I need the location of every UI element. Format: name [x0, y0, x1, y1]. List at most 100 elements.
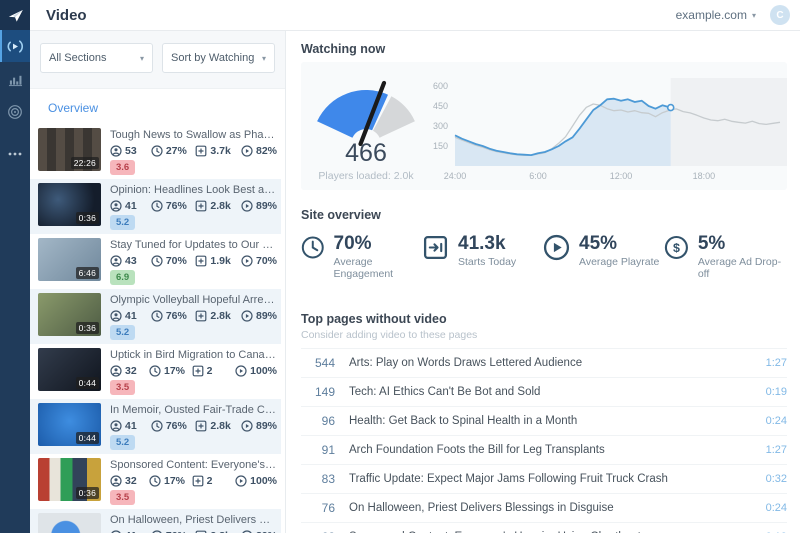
metric-average-engagement: 70% Average Engagement: [301, 234, 422, 280]
site-picker[interactable]: example.com ▾: [676, 8, 756, 22]
stat-concurrents: 43: [110, 255, 151, 267]
page-avg-time: 1:27: [765, 444, 787, 456]
metric-starts-today: 41.3k Starts Today: [422, 234, 543, 280]
video-thumbnail: 0:36: [38, 293, 101, 336]
video-list-item[interactable]: 22:26 Tough News to Swallow as Pharmaceu…: [30, 124, 281, 179]
overview-link[interactable]: Overview: [48, 101, 99, 115]
sections-dropdown[interactable]: All Sections ▾: [40, 43, 153, 73]
sidebar-item-video[interactable]: [0, 30, 30, 62]
video-title: Tough News to Swallow as Pharmaceu...: [110, 129, 277, 141]
avg-minutes-badge: 5.2: [110, 435, 136, 450]
play-circle-icon: [235, 365, 247, 377]
video-title: Uptick in Bird Migration to Canary Isla.…: [110, 349, 277, 361]
top-page-row[interactable]: 96 Health: Get Back to Spinal Health in …: [301, 406, 787, 435]
video-list-item[interactable]: 0:44 Uptick in Bird Migration to Canary …: [30, 344, 281, 399]
video-duration: 0:36: [75, 212, 99, 224]
video-duration: 0:36: [75, 487, 99, 499]
chartbeat-logo[interactable]: [0, 0, 30, 30]
video-list-item[interactable]: 0:36 Opinion: Headlines Look Best at the…: [30, 179, 281, 234]
top-pages-table: 544 Arts: Play on Words Draws Lettered A…: [301, 348, 787, 533]
top-page-row[interactable]: 83 Traffic Update: Expect Major Jams Fol…: [301, 464, 787, 493]
sidebar-item-analytics[interactable]: [0, 64, 30, 96]
top-pages-subtitle: Consider adding video to these pages: [301, 329, 478, 341]
sort-dropdown[interactable]: Sort by Watching ▾: [162, 43, 275, 73]
plus-box-icon: [196, 200, 207, 212]
svg-text:18:00: 18:00: [693, 171, 716, 181]
person-icon: [110, 420, 122, 432]
page-visitors: 149: [314, 385, 335, 399]
watching-now-chart[interactable]: 150 300 450 600 24:00 6:00 12:00 18:00: [431, 62, 787, 190]
metric-average-playrate: 45% Average Playrate: [543, 234, 664, 280]
top-page-row[interactable]: 76 On Halloween, Priest Delivers Blessin…: [301, 493, 787, 522]
stat-starts: 1.9k: [195, 255, 241, 267]
person-icon: [110, 200, 122, 212]
top-pages-section: Top pages without video Consider adding …: [301, 312, 800, 533]
play-circle-icon: [241, 420, 253, 432]
stat-playrate: 100%: [235, 365, 277, 377]
sections-dropdown-value: All Sections: [49, 52, 107, 64]
video-title: Stay Tuned for Updates to Our Conce...: [110, 239, 277, 251]
svg-text:300: 300: [433, 121, 448, 131]
target-icon: [8, 105, 22, 119]
stat-playrate: 82%: [241, 145, 277, 157]
metric-value: 41.3k: [458, 233, 506, 254]
metric-value: 70%: [333, 233, 372, 254]
video-thumbnail: 0:36: [38, 513, 101, 533]
page-visitors: 76: [321, 501, 335, 515]
metric-value: 45%: [579, 233, 618, 254]
sidebar-item-audience[interactable]: [0, 96, 30, 128]
top-page-row[interactable]: 149 Tech: AI Ethics Can't Be Bot and Sol…: [301, 377, 787, 406]
sidebar-item-more[interactable]: [0, 138, 30, 170]
avg-minutes-badge: 6.9: [110, 270, 136, 285]
top-page-row[interactable]: 91 Arch Foundation Foots the Bill for Le…: [301, 435, 787, 464]
stat-engagement: 17%: [149, 475, 192, 487]
video-duration: 0:44: [75, 432, 99, 444]
video-list-panel: All Sections ▾ Sort by Watching ▾ Overvi…: [30, 30, 286, 533]
dollar-icon: $: [664, 235, 688, 260]
chevron-down-icon: ▾: [139, 53, 144, 63]
top-page-row[interactable]: 68 Sponsored Content: Everyone's Happier…: [301, 522, 787, 533]
clock-icon: [152, 530, 162, 533]
video-list-item[interactable]: 0:44 In Memoir, Ousted Fair-Trade CEO S.…: [30, 399, 281, 454]
watching-now-value: 466: [345, 139, 387, 167]
video-list-item[interactable]: 0:36 Olympic Volleyball Hopeful Arrested…: [30, 289, 281, 344]
video-thumbnail: 0:36: [38, 183, 101, 226]
svg-text:12:00: 12:00: [610, 171, 633, 181]
video-thumbnail: 0:44: [38, 403, 101, 446]
video-thumbnail: 0:44: [38, 348, 101, 391]
video-duration: 22:26: [70, 157, 99, 169]
avg-minutes-badge: 5.2: [110, 325, 136, 340]
stat-starts: 2.8k: [195, 530, 241, 533]
chevron-down-icon: ▾: [751, 10, 756, 20]
watching-now-title: Watching now: [301, 42, 386, 56]
video-list-item[interactable]: 0:36 On Halloween, Priest Delivers Bless…: [30, 509, 281, 533]
site-overview-title: Site overview: [301, 208, 381, 222]
watching-now-card: 466 Players loaded: 2.0k 150 300 450 600 24:…: [301, 62, 787, 190]
video-duration: 6:46: [75, 267, 99, 279]
plus-box-icon: [196, 255, 207, 267]
site-name: example.com: [675, 8, 747, 22]
clock-icon: [149, 365, 161, 377]
stat-concurrents: 41: [110, 310, 151, 322]
page-avg-time: 0:19: [766, 531, 787, 533]
person-icon: [110, 475, 122, 487]
page-visitors: 83: [321, 472, 335, 486]
video-list-item[interactable]: 0:36 Sponsored Content: Everyone's Happi…: [30, 454, 281, 509]
play-circle-icon: [241, 145, 253, 157]
top-page-row[interactable]: 544 Arts: Play on Words Draws Lettered A…: [301, 348, 787, 377]
players-loaded-caption: Players loaded: 2.0k: [318, 170, 414, 182]
stat-playrate: 100%: [235, 475, 277, 487]
svg-text:24:00: 24:00: [444, 171, 467, 181]
stat-concurrents: 32: [110, 475, 149, 487]
avatar[interactable]: C: [770, 5, 790, 25]
stat-concurrents: 41: [110, 200, 151, 212]
video-duration: 0:44: [75, 377, 99, 389]
page-visitors: 91: [321, 443, 335, 457]
play-circle-icon: [241, 310, 253, 322]
video-list-item[interactable]: 6:46 Stay Tuned for Updates to Our Conce…: [30, 234, 281, 289]
svg-text:150: 150: [433, 141, 448, 151]
stat-concurrents: 41: [110, 420, 151, 432]
metric-label: Starts Today: [458, 256, 517, 268]
gauge-needle: [358, 80, 387, 146]
video-thumbnail: 22:26: [38, 128, 101, 171]
